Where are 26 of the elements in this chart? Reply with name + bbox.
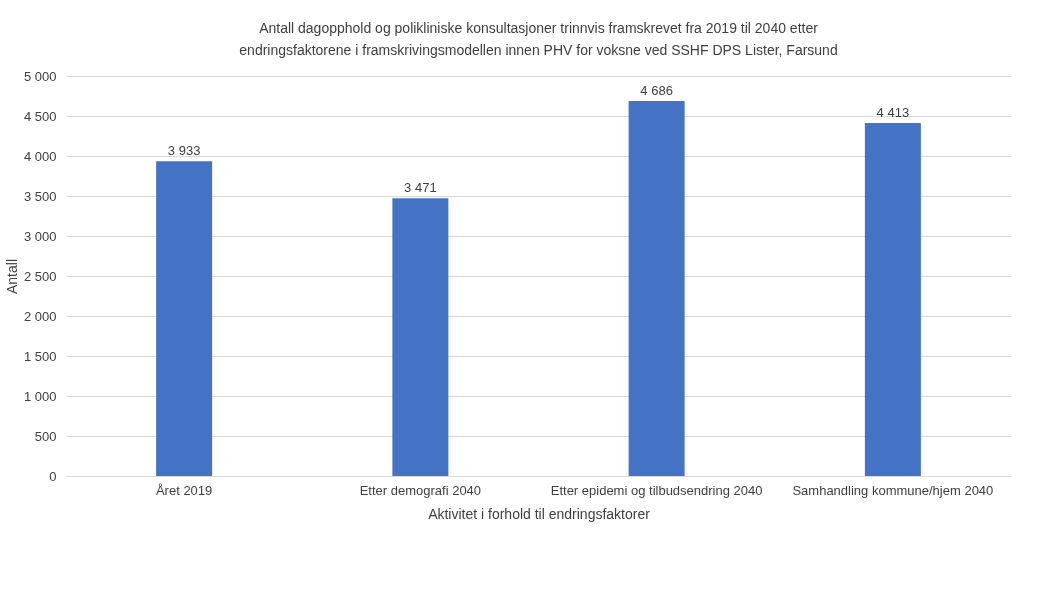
x-axis-title: Aktivitet i forhold til endringsfaktorer bbox=[428, 505, 651, 522]
data-label: 3 471 bbox=[404, 180, 437, 196]
y-tick-label: 3 500 bbox=[23, 188, 57, 204]
x-tick-label: Etter epidemi og tilbudsendring 2040 bbox=[550, 482, 763, 498]
data-label: 4 413 bbox=[876, 104, 910, 120]
bar bbox=[628, 101, 685, 476]
y-tick-label: 2 500 bbox=[23, 268, 57, 284]
bar bbox=[864, 122, 921, 476]
y-tick-label: 4 500 bbox=[23, 108, 57, 124]
chart-title: Antall dagopphold og polikliniske konsultasjoner trinnvis framskrevet fra 2019 til 2040 etter endringsfaktorene i framskrivingsmodellen innen PHV for voksne ved SSHF DPS Lister, Farsund bbox=[239, 20, 838, 58]
y-tick-label: 0 bbox=[49, 468, 57, 484]
data-label: 3 933 bbox=[167, 143, 201, 159]
y-tick-label: 3 000 bbox=[23, 228, 57, 244]
y-tick-label: 500 bbox=[34, 428, 57, 444]
y-axis-title: Antall bbox=[3, 258, 20, 295]
y-tick-label: 1 000 bbox=[23, 388, 57, 404]
y-tick-label: 5 000 bbox=[23, 68, 57, 84]
x-tick-label: Samhandling kommune/hjem 2040 bbox=[792, 482, 994, 498]
bar bbox=[392, 198, 449, 476]
x-tick-label: Etter demografi 2040 bbox=[359, 482, 482, 498]
data-label: 4 686 bbox=[640, 83, 673, 99]
y-tick-label: 2 000 bbox=[23, 308, 57, 324]
x-tick-label: Året 2019 bbox=[155, 482, 213, 498]
bar bbox=[156, 161, 213, 476]
y-tick-label: 4 000 bbox=[23, 148, 57, 164]
y-tick-label: 1 500 bbox=[23, 348, 57, 364]
